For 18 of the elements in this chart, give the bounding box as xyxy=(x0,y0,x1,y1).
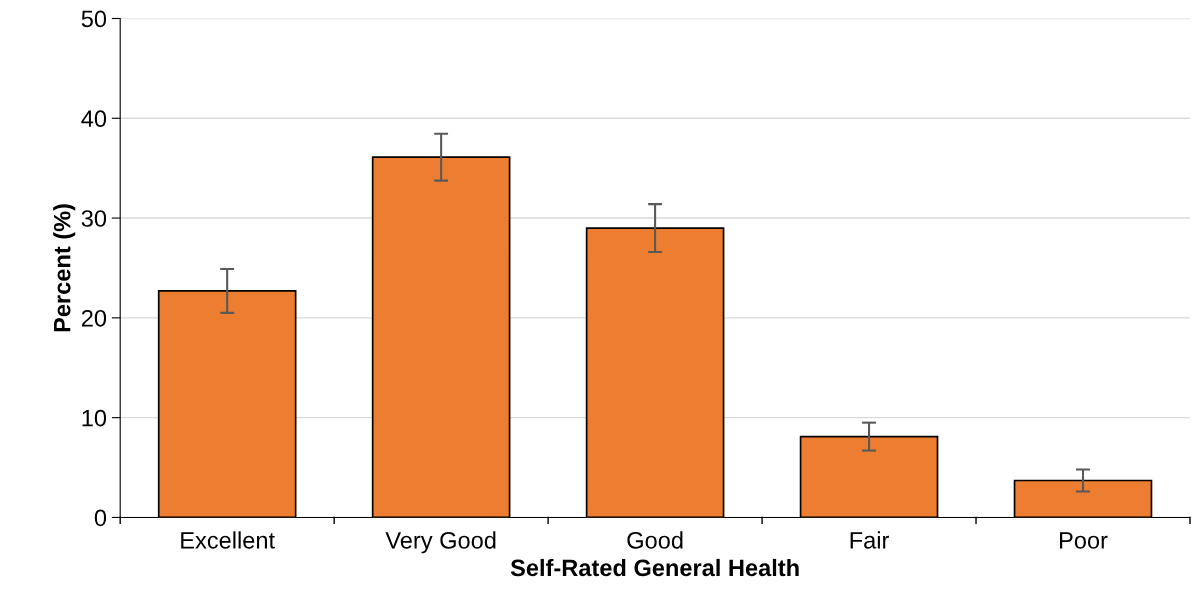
x-axis-title: Self-Rated General Health xyxy=(510,558,799,577)
x-tick-label: Fair xyxy=(850,531,889,549)
bar xyxy=(371,156,511,518)
x-tick-label: Excellent xyxy=(181,531,275,549)
y-axis-title: Percent (%) xyxy=(53,204,76,332)
y-tick-label: 10 xyxy=(82,409,107,427)
bar xyxy=(585,227,725,518)
y-tick-label: 0 xyxy=(94,509,107,527)
bar xyxy=(1013,479,1153,518)
x-tick-label: Very Good xyxy=(385,531,496,554)
x-tick-label: Good xyxy=(627,531,683,549)
y-tick-label: 40 xyxy=(81,110,107,128)
y-tick-label: 50 xyxy=(81,10,107,28)
y-tick-label: 20 xyxy=(81,309,107,327)
bar xyxy=(799,435,939,518)
x-tick-label: Poor xyxy=(1060,532,1108,549)
y-tick-label: 30 xyxy=(81,210,107,227)
bar xyxy=(157,290,297,518)
